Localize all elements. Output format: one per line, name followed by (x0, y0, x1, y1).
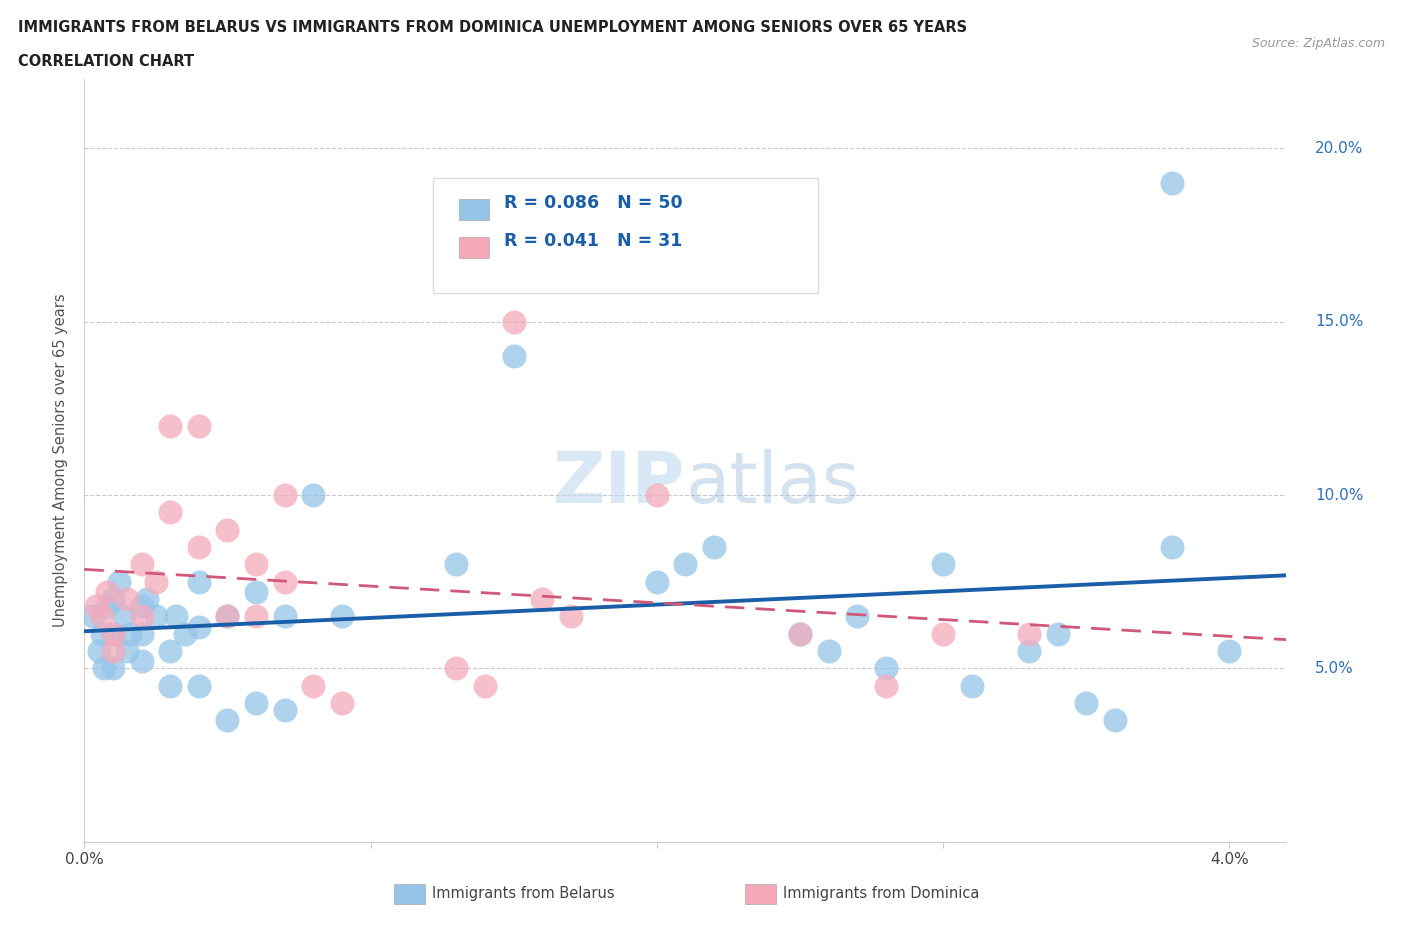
Point (446, 557, 468, 572)
Point (875, 661, 897, 676)
Point (273, 702, 295, 717)
Point (131, 654, 153, 669)
Point (93, 661, 115, 676)
Point (1018, 644, 1040, 658)
Point (131, 599, 153, 614)
Point (187, 619, 209, 634)
Point (101, 591, 124, 606)
Point (217, 609, 239, 624)
Point (502, 349, 524, 364)
Point (703, 539, 725, 554)
Point (273, 609, 295, 624)
Point (107, 574, 129, 589)
Point (187, 678, 209, 693)
Text: Immigrants from Belarus: Immigrants from Belarus (432, 886, 614, 901)
Bar (460, 199, 489, 220)
Point (101, 644, 124, 658)
Point (101, 626, 124, 641)
Point (117, 644, 139, 658)
Point (82, 609, 104, 624)
Point (96, 599, 118, 614)
Point (117, 591, 139, 606)
Point (131, 609, 153, 624)
Point (645, 574, 668, 589)
Point (84, 599, 107, 614)
Point (145, 609, 167, 624)
Point (90, 609, 112, 624)
Point (1018, 626, 1040, 641)
Point (173, 626, 195, 641)
Point (1076, 696, 1098, 711)
Point (159, 418, 181, 433)
Point (675, 557, 697, 572)
Point (217, 609, 239, 624)
Point (817, 644, 839, 658)
Point (960, 678, 983, 693)
Text: 10.0%: 10.0% (1315, 487, 1364, 502)
Point (273, 574, 295, 589)
Point (101, 626, 124, 641)
Point (875, 678, 897, 693)
Point (217, 713, 239, 728)
Text: 15.0%: 15.0% (1315, 314, 1364, 329)
Text: Source: ZipAtlas.com: Source: ZipAtlas.com (1251, 37, 1385, 50)
Point (846, 609, 869, 624)
Point (159, 678, 181, 693)
Text: R = 0.086   N = 50: R = 0.086 N = 50 (503, 193, 682, 212)
Point (1104, 713, 1126, 728)
Point (645, 487, 668, 502)
Point (165, 609, 187, 624)
Point (1161, 176, 1184, 191)
Point (330, 609, 353, 624)
Point (136, 591, 159, 606)
Point (245, 609, 267, 624)
Point (1161, 539, 1184, 554)
Text: R = 0.041   N = 31: R = 0.041 N = 31 (503, 232, 682, 250)
Point (245, 585, 267, 600)
Point (101, 661, 124, 676)
Point (114, 609, 135, 624)
Point (302, 487, 325, 502)
Text: IMMIGRANTS FROM BELARUS VS IMMIGRANTS FROM DOMINICA UNEMPLOYMENT AMONG SENIORS O: IMMIGRANTS FROM BELARUS VS IMMIGRANTS FR… (18, 20, 967, 35)
Point (187, 574, 209, 589)
Point (302, 678, 325, 693)
Text: CORRELATION CHART: CORRELATION CHART (18, 54, 194, 69)
Point (87, 644, 110, 658)
Point (187, 418, 209, 433)
Point (131, 557, 153, 572)
Text: Immigrants from Dominica: Immigrants from Dominica (783, 886, 980, 901)
Point (474, 678, 496, 693)
Text: 20.0%: 20.0% (1315, 140, 1364, 156)
Point (932, 557, 955, 572)
Point (217, 523, 239, 538)
Point (145, 574, 167, 589)
Point (330, 696, 353, 711)
Point (96, 585, 118, 600)
Text: ZIP: ZIP (553, 449, 686, 518)
Point (560, 609, 582, 624)
Point (932, 626, 955, 641)
Point (789, 626, 811, 641)
Point (159, 644, 181, 658)
Point (502, 314, 524, 329)
Point (531, 591, 554, 606)
Point (245, 557, 267, 572)
Text: 5.0%: 5.0% (1315, 661, 1354, 676)
Point (120, 626, 142, 641)
Point (245, 696, 267, 711)
Point (187, 539, 209, 554)
FancyBboxPatch shape (433, 179, 818, 293)
Text: atlas: atlas (686, 449, 860, 518)
Point (1046, 626, 1069, 641)
Point (131, 626, 153, 641)
Bar (460, 237, 489, 259)
Point (273, 487, 295, 502)
Point (90, 626, 112, 641)
Y-axis label: Unemployment Among Seniors over 65 years: Unemployment Among Seniors over 65 years (53, 294, 69, 627)
Point (1218, 644, 1240, 658)
Point (159, 505, 181, 520)
Point (446, 661, 468, 676)
Point (789, 626, 811, 641)
